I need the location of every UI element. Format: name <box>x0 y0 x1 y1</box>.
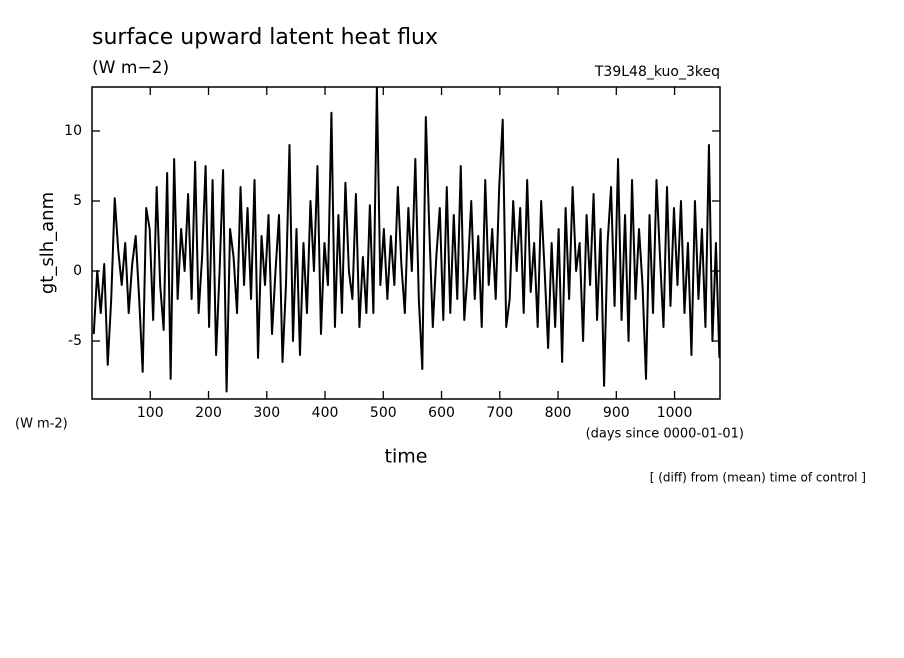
note: [ (diff) from (mean) time of control ] <box>650 471 866 485</box>
data-line <box>92 87 720 393</box>
x-axis-label: time <box>385 446 428 468</box>
x-tick-label: 800 <box>545 405 572 421</box>
y-units: (W m-2) <box>15 417 68 432</box>
x-units: (days since 0000-01-01) <box>586 427 744 442</box>
run-label: T39L48_kuo_3keq <box>594 64 720 80</box>
x-tick-label: 900 <box>603 405 630 421</box>
chart-subtitle: (W m−2) <box>92 58 169 78</box>
x-tick-label: 500 <box>370 405 397 421</box>
x-tick-label: 1000 <box>657 405 693 421</box>
x-tick-label: 100 <box>137 405 164 421</box>
y-axis-label: gt_slh_anm <box>37 192 58 294</box>
y-tick-label: 5 <box>73 193 82 209</box>
chart-title: surface upward latent heat flux <box>92 25 438 50</box>
x-tick-label: 700 <box>486 405 513 421</box>
x-tick-label: 200 <box>195 405 222 421</box>
x-tick-label: 300 <box>253 405 280 421</box>
plot-frame <box>91 86 721 400</box>
y-tick-label: 0 <box>73 263 82 279</box>
x-tick-label: 400 <box>312 405 339 421</box>
y-tick-label: 10 <box>64 123 82 139</box>
y-tick-label: -5 <box>68 333 82 349</box>
x-tick-label: 600 <box>428 405 455 421</box>
